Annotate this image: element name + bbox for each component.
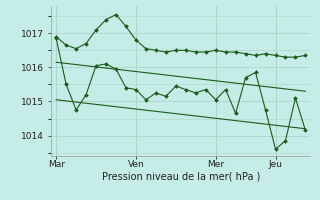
X-axis label: Pression niveau de la mer( hPa ): Pression niveau de la mer( hPa ) [102, 172, 260, 182]
